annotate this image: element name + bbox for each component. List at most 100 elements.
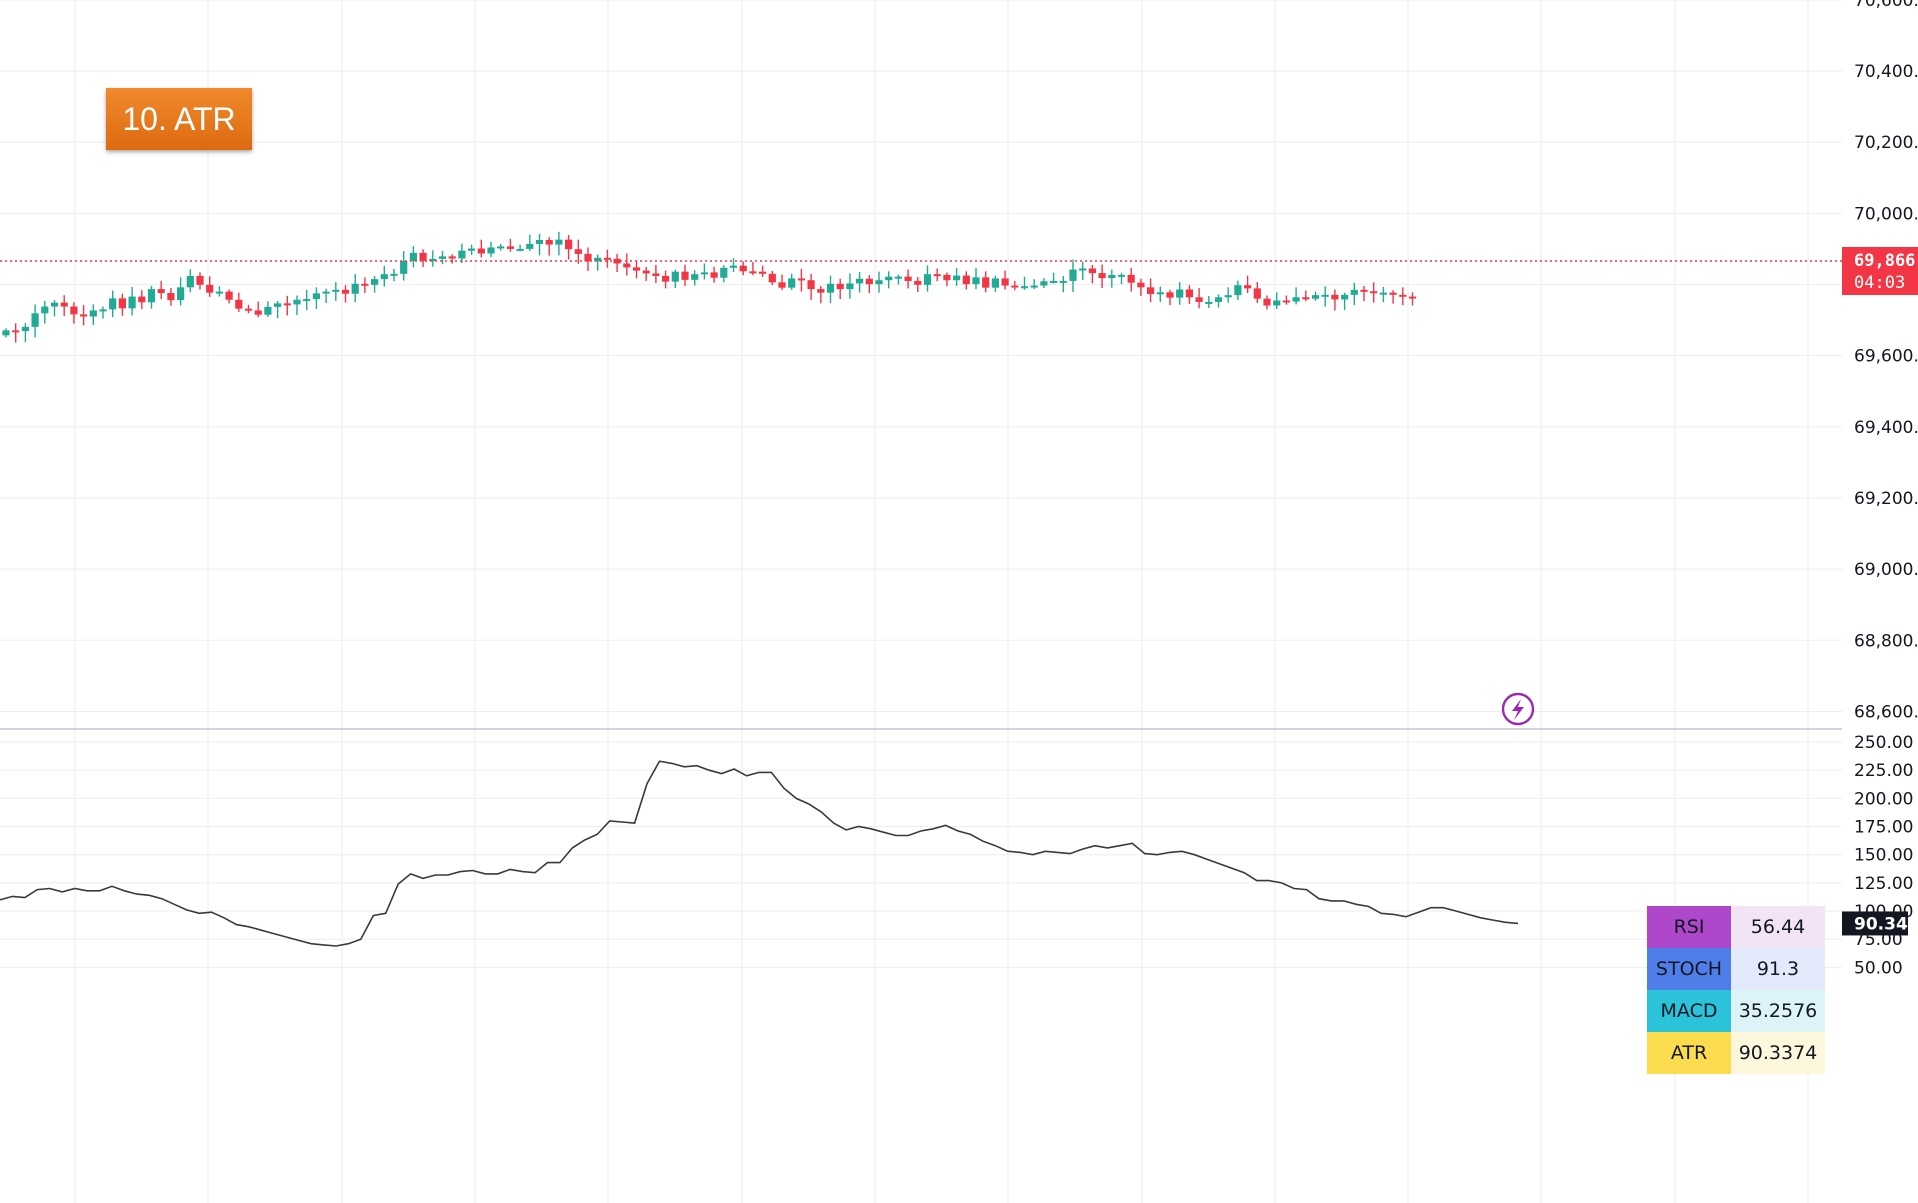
- candle-body: [856, 278, 864, 284]
- candle-body: [1127, 274, 1135, 283]
- candle-body: [788, 278, 796, 288]
- candle-body: [2, 330, 10, 336]
- candle-body: [807, 280, 815, 290]
- candle-body: [516, 248, 524, 251]
- candle-body: [1214, 297, 1223, 302]
- candle-body: [361, 283, 369, 286]
- lightning-icon[interactable]: [1501, 692, 1535, 726]
- candle-body: [671, 271, 679, 282]
- candle-body: [1331, 294, 1339, 300]
- candle-body: [487, 247, 495, 254]
- candle-body: [60, 302, 68, 307]
- candle-body: [1370, 291, 1378, 294]
- candle-body: [1350, 289, 1358, 295]
- candle-body: [50, 302, 59, 307]
- candle-body: [1001, 278, 1009, 286]
- candle-body: [875, 280, 883, 285]
- indicator-row: MACD 35.2576: [1647, 990, 1825, 1032]
- indicator-row: RSI 56.44: [1647, 906, 1825, 948]
- candle-body: [1253, 288, 1261, 299]
- candle-body: [555, 239, 563, 245]
- candle-body: [21, 326, 29, 332]
- candle-body: [1185, 289, 1193, 298]
- indicator-value: 35.2576: [1731, 990, 1825, 1032]
- candle-body: [729, 265, 738, 268]
- candle-body: [584, 253, 592, 262]
- candle-body: [1195, 297, 1203, 302]
- atr-tick-label: 200.00: [1854, 789, 1913, 809]
- candle-body: [341, 289, 350, 294]
- candle-body: [681, 271, 689, 280]
- price-tick-label: 69,400.: [1854, 418, 1918, 438]
- price-tick-label: 70,600.: [1854, 0, 1918, 11]
- price-tick-label: 70,200.: [1854, 133, 1918, 153]
- candle-body: [497, 246, 505, 249]
- candle-body: [914, 280, 922, 285]
- candle-body: [1147, 287, 1155, 295]
- candle-body: [1360, 289, 1368, 292]
- atr-tick-label: 50.00: [1854, 958, 1903, 978]
- candle-body: [953, 275, 961, 281]
- price-tick-label: 69,000.: [1854, 560, 1918, 580]
- atr-tick-label: 175.00: [1854, 818, 1913, 838]
- candle-body: [662, 275, 670, 282]
- candle-body: [1088, 268, 1096, 274]
- candle-body: [1292, 297, 1300, 302]
- candle-body: [1069, 269, 1077, 281]
- indicator-value: 91.3: [1731, 948, 1825, 990]
- candle-body: [904, 276, 912, 281]
- candle-body: [1011, 285, 1019, 288]
- candle-body: [1389, 292, 1397, 295]
- candle-body: [1176, 289, 1184, 298]
- candle-body: [390, 273, 398, 276]
- candle-body: [400, 260, 408, 274]
- candle-body: [157, 289, 165, 294]
- price-axis[interactable]: 70,600.70,400.70,200.70,000.69,800.69,60…: [1854, 0, 1918, 722]
- candle-body: [312, 293, 320, 300]
- candle-body: [12, 330, 20, 333]
- candle-body: [380, 274, 388, 280]
- candle-body: [826, 283, 835, 293]
- candle-body: [477, 248, 485, 254]
- indicator-table: RSI 56.44 STOCH 91.3 MACD 35.2576 ATR 90.3374: [1647, 906, 1825, 1074]
- atr-axis[interactable]: 250.00225.00200.00175.00150.00125.00100.…: [1854, 733, 1913, 978]
- candle-body: [186, 275, 194, 288]
- candle-body: [177, 287, 185, 301]
- candle-body: [70, 306, 78, 315]
- candle-body: [293, 299, 301, 305]
- candle-body: [1282, 300, 1290, 303]
- candlestick-series: [2, 231, 1417, 343]
- candle-body: [1079, 268, 1087, 271]
- candle-body: [196, 275, 204, 285]
- candle-body: [1234, 285, 1242, 296]
- candle-body: [836, 283, 844, 290]
- atr-tick-label: 125.00: [1854, 874, 1913, 894]
- candle-body: [147, 289, 156, 303]
- candle-body: [710, 272, 718, 278]
- last-price-badge: 69,866. 04:03: [1842, 246, 1918, 295]
- candle-body: [623, 263, 631, 268]
- candle-body: [1098, 273, 1106, 279]
- last-price-label: 69,866.: [1854, 251, 1918, 271]
- indicator-value: 90.3374: [1731, 1032, 1825, 1074]
- candle-body: [138, 296, 146, 303]
- candle-body: [574, 249, 582, 254]
- candle-body: [991, 278, 999, 288]
- candle-body: [535, 240, 544, 244]
- candle-body: [933, 274, 941, 277]
- indicator-name: ATR: [1647, 1032, 1731, 1074]
- candle-body: [962, 275, 970, 285]
- candle-body: [31, 313, 39, 327]
- candle-body: [206, 284, 214, 293]
- candle-body: [759, 271, 767, 274]
- candle-body: [691, 274, 699, 280]
- candle-body: [1399, 294, 1407, 297]
- candle-body: [274, 303, 282, 307]
- candle-body: [526, 243, 534, 249]
- candle-body: [80, 314, 88, 317]
- candle-body: [642, 270, 650, 274]
- candle-body: [429, 258, 437, 261]
- candle-body: [215, 291, 223, 294]
- candle-body: [419, 252, 427, 261]
